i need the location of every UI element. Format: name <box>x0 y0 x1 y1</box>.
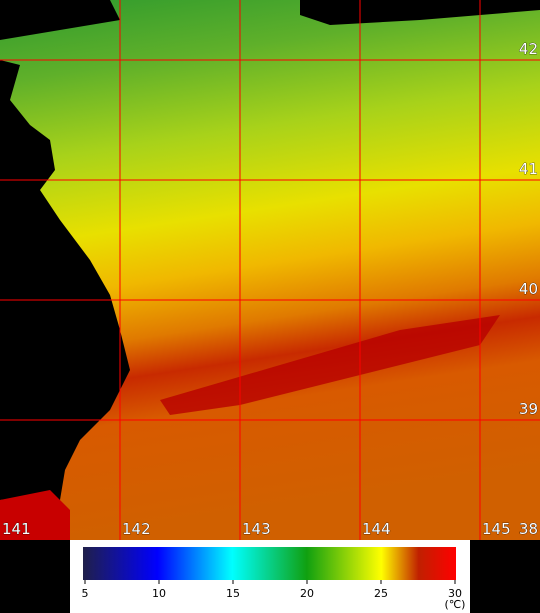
colorbar-tick-label: 10 <box>152 587 166 600</box>
land <box>0 0 120 40</box>
latitude-label: 38 <box>519 520 538 538</box>
colorbar-tick-label: 20 <box>300 587 314 600</box>
colorbar-unit: (℃) <box>445 598 466 611</box>
longitude-label: 145 <box>482 520 511 538</box>
latitude-label: 39 <box>519 400 538 418</box>
colorbar-tick-label: 30 <box>448 587 462 600</box>
colorbar <box>83 547 456 580</box>
longitude-label: 142 <box>122 520 151 538</box>
latitude-label: 42 <box>519 40 538 58</box>
colorbar-tick-label: 25 <box>374 587 388 600</box>
warm-water <box>160 315 500 415</box>
longitude-label: 144 <box>362 520 391 538</box>
colorbar-tick-label: 15 <box>226 587 240 600</box>
latitude-label: 40 <box>519 280 538 298</box>
longitude-label: 143 <box>242 520 271 538</box>
colorbar-tick-label: 5 <box>82 587 89 600</box>
latitude-label: 41 <box>519 160 538 178</box>
warm-water <box>0 490 70 540</box>
longitude-label: 141 <box>2 520 31 538</box>
land <box>0 60 130 500</box>
